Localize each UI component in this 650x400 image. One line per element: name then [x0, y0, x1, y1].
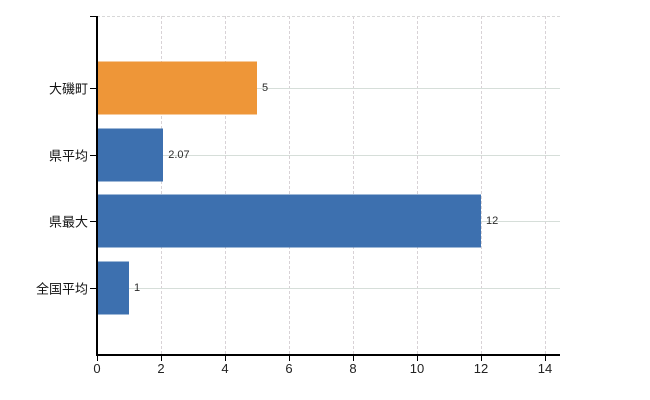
bar-value-label: 5 [262, 82, 269, 94]
vertical-gridline [353, 16, 354, 354]
category-label: 県最大 [48, 214, 88, 230]
bar [97, 128, 164, 181]
vertical-gridline [545, 16, 546, 354]
x-axis-tick [225, 355, 226, 361]
x-axis-tick [289, 355, 290, 361]
bar [97, 261, 129, 314]
category-label: 大磯町 [48, 81, 88, 97]
y-axis-tick [90, 16, 97, 17]
x-axis-tick [545, 355, 546, 361]
x-axis-tick-label: 2 [157, 361, 165, 376]
x-axis-tick [353, 355, 354, 361]
x-axis-tick-label: 6 [285, 361, 293, 376]
vertical-gridline [225, 16, 226, 354]
vertical-gridline [161, 16, 162, 354]
y-axis-tick [90, 288, 97, 289]
y-axis [96, 16, 98, 356]
x-axis-tick-label: 0 [93, 361, 101, 376]
x-axis-tick-label: 14 [537, 361, 553, 376]
bar [97, 61, 257, 115]
plot-area: 5 2.07 12 1 [97, 16, 560, 354]
vertical-gridline [481, 16, 482, 354]
horizontal-gridline [97, 287, 560, 289]
category-label: 全国平均 [35, 281, 88, 296]
bar [97, 194, 481, 248]
vertical-gridline [417, 16, 418, 354]
y-axis-tick [90, 155, 97, 156]
x-axis-tick [481, 355, 482, 361]
horizontal-gridline [97, 154, 560, 156]
vertical-gridline [289, 16, 290, 354]
y-axis-tick [90, 221, 97, 222]
x-axis [96, 354, 560, 356]
x-axis-tick-label: 10 [409, 361, 425, 376]
x-axis-tick [97, 355, 98, 361]
bar-value-label: 2.07 [168, 148, 190, 161]
bar-value-label: 12 [486, 215, 499, 227]
category-label: 県平均 [48, 148, 88, 163]
x-axis-tick-label: 12 [473, 361, 489, 376]
x-axis-tick-label: 8 [349, 361, 357, 376]
x-axis-tick-label: 4 [221, 361, 229, 376]
x-axis-tick [417, 355, 418, 361]
y-axis-tick [90, 88, 97, 89]
x-axis-tick [161, 355, 162, 361]
horizontal-gridline [97, 88, 560, 89]
plot-top-border [97, 16, 560, 17]
bar-value-label: 1 [134, 281, 141, 294]
